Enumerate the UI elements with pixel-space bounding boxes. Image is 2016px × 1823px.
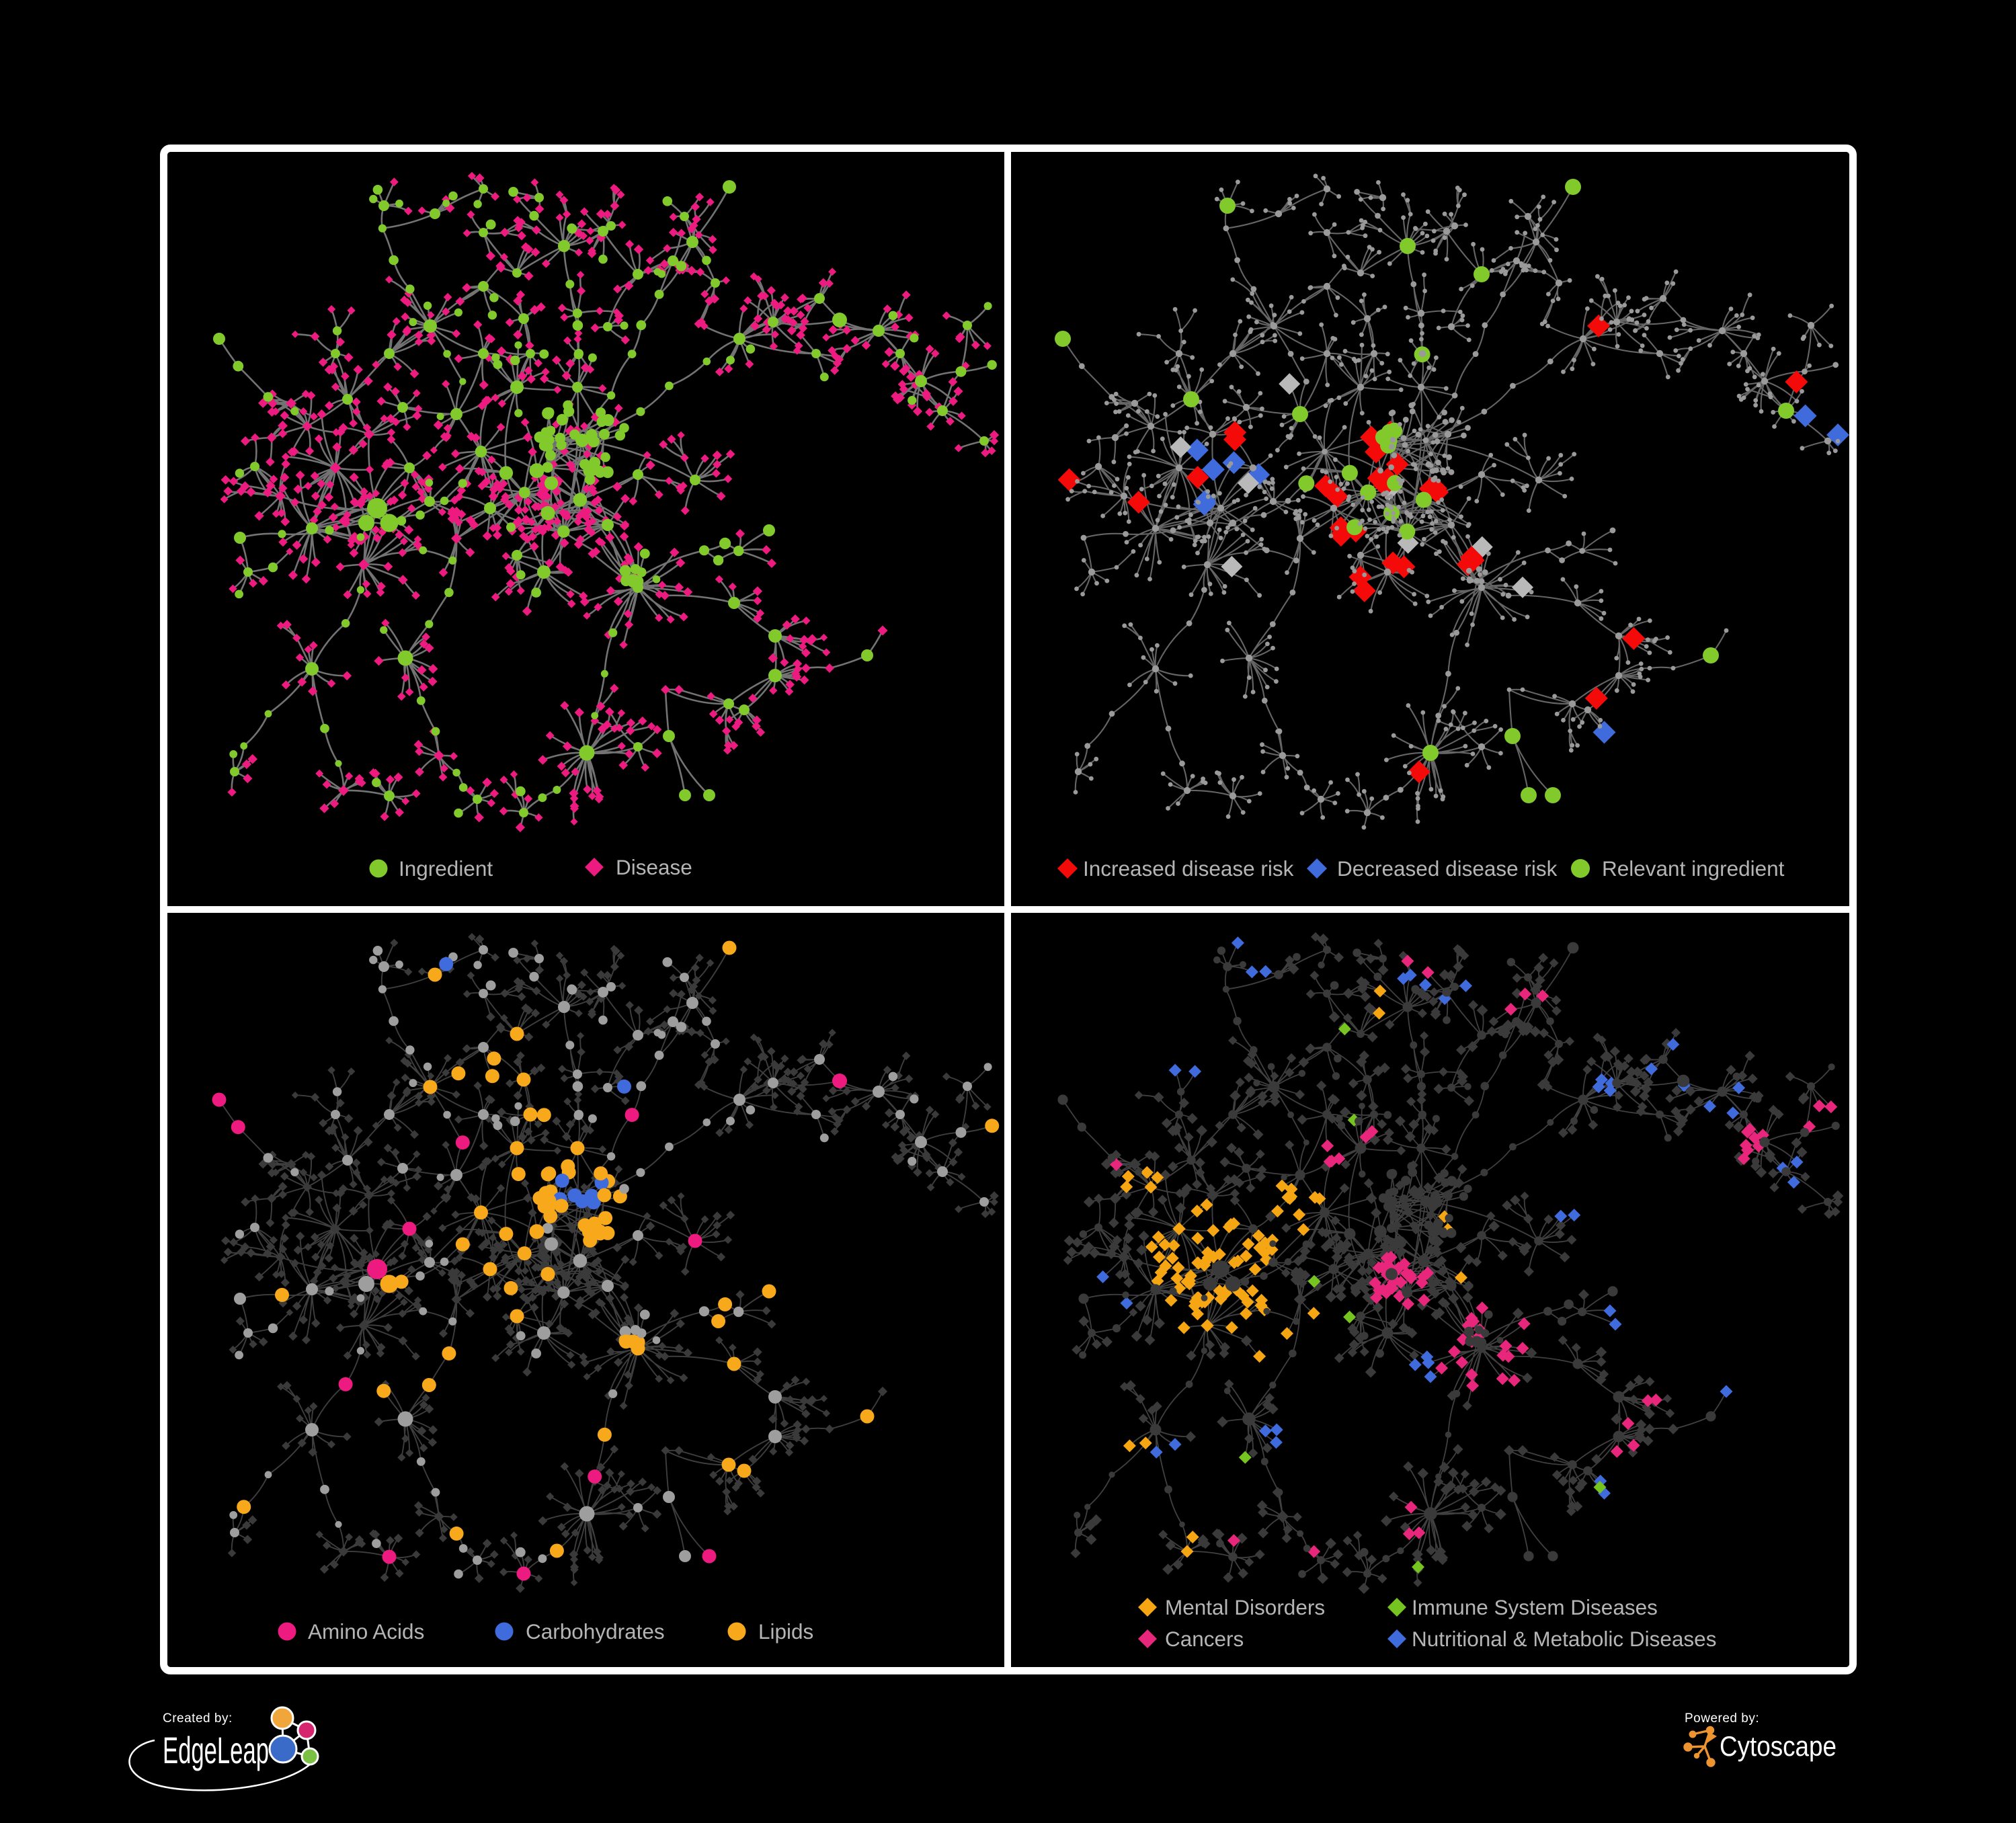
- svg-text:Decreased disease risk: Decreased disease risk: [1337, 856, 1558, 881]
- svg-text:Ingredient: Ingredient: [399, 856, 493, 881]
- svg-text:Nutritional & Metabolic Diseas: Nutritional & Metabolic Diseases: [1412, 1627, 1716, 1651]
- svg-text:Lipids: Lipids: [758, 1619, 813, 1644]
- svg-text:Immune System Diseases: Immune System Diseases: [1412, 1595, 1658, 1619]
- svg-text:Amino Acids: Amino Acids: [308, 1619, 424, 1644]
- svg-text:Disease: Disease: [616, 855, 692, 879]
- svg-text:Created by:: Created by:: [163, 1711, 233, 1726]
- svg-text:Relevant ingredient: Relevant ingredient: [1602, 856, 1785, 881]
- svg-text:Carbohydrates: Carbohydrates: [526, 1619, 665, 1644]
- svg-text:Powered by:: Powered by:: [1685, 1711, 1759, 1726]
- svg-text:Cytoscape: Cytoscape: [1720, 1730, 1837, 1762]
- svg-text:Cancers: Cancers: [1165, 1627, 1244, 1651]
- svg-text:EdgeLeap: EdgeLeap: [163, 1729, 269, 1771]
- svg-text:Mental Disorders: Mental Disorders: [1165, 1595, 1325, 1619]
- svg-text:Increased disease risk: Increased disease risk: [1083, 856, 1294, 881]
